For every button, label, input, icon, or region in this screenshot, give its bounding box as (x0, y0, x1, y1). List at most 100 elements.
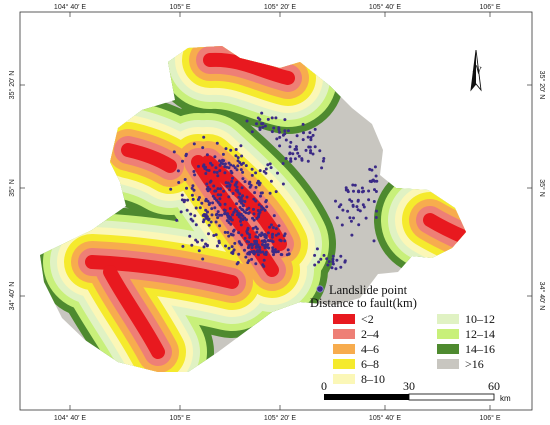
landslide-point (346, 209, 350, 213)
landslide-point (319, 257, 323, 261)
lon-label-top: 104° 40′ E (54, 3, 86, 11)
landslide-point (360, 186, 364, 190)
landslide-point (352, 216, 355, 220)
landslide-point (320, 166, 324, 170)
landslide-point (176, 169, 180, 173)
landslide-point (231, 252, 235, 255)
landslide-point (172, 150, 176, 154)
landslide-point (214, 166, 218, 170)
landslide-point (331, 257, 335, 261)
fault-buffer-band (203, 52, 295, 85)
landslide-point (190, 243, 194, 247)
landslide-point (217, 239, 221, 243)
landslide-point (201, 146, 205, 150)
landslide-point (257, 183, 261, 187)
landslide-point (207, 223, 211, 227)
landslide-point (180, 193, 184, 197)
landslide-point (311, 152, 315, 156)
landslide-point (351, 203, 355, 207)
landslide-point (346, 190, 350, 194)
landslide-point (264, 167, 268, 171)
scale-bar: 0 30 60 km (321, 379, 511, 403)
landslide-point (258, 210, 262, 214)
landslide-point (356, 198, 360, 202)
legend-class-label: 4–6 (361, 342, 379, 356)
landslide-point (254, 199, 258, 203)
landslide-point (289, 159, 293, 163)
landslide-point (356, 208, 360, 212)
landslide-point (339, 265, 343, 269)
landslide-point (272, 253, 275, 257)
landslide-point (255, 122, 258, 126)
landslide-point (204, 213, 208, 217)
landslide-point (184, 152, 188, 156)
landslide-point (197, 164, 200, 168)
landslide-point (248, 185, 252, 189)
landslide-point (247, 245, 251, 249)
landslide-point (340, 223, 344, 227)
landslide-point (284, 157, 288, 160)
landslide-point (186, 198, 190, 202)
landslide-point (270, 130, 274, 134)
landslide-point (227, 234, 231, 238)
landslide-point (243, 180, 247, 184)
landslide-point (295, 147, 299, 151)
landslide-point (256, 243, 260, 247)
landslide-point (321, 159, 325, 163)
landslide-point (202, 163, 206, 167)
lat-label-right: 35° N (538, 179, 546, 197)
landslide-point (306, 135, 310, 139)
landslide-point (243, 210, 246, 214)
landslide-point (261, 122, 265, 126)
landslide-point (255, 216, 259, 220)
landslide-point (264, 250, 268, 254)
landslide-point (296, 151, 300, 155)
legend-swatch (437, 329, 459, 339)
legend-point-label: Landslide point (329, 283, 408, 297)
landslide-point (219, 193, 223, 197)
landslide-point (238, 192, 242, 196)
landslide-point (233, 241, 237, 245)
landslide-point (348, 198, 352, 202)
landslide-point (201, 220, 205, 224)
landslide-point (283, 118, 287, 122)
landslide-point (258, 128, 262, 131)
landslide-point (262, 264, 266, 268)
landslide-point (223, 165, 227, 168)
landslide-point (183, 198, 187, 202)
landslide-point (193, 173, 197, 177)
landslide-point (223, 230, 227, 234)
landslide-point (331, 262, 335, 266)
landslide-point (198, 206, 202, 210)
landslide-point (248, 233, 252, 237)
landslide-point (190, 186, 194, 190)
landslide-point (212, 170, 216, 174)
lat-label-left: 35° 20′ N (8, 71, 16, 100)
landslide-point (309, 151, 312, 155)
landslide-point (247, 259, 251, 263)
landslide-point (250, 130, 254, 134)
landslide-point (231, 192, 235, 195)
legend-class-label: 2–4 (361, 327, 379, 341)
north-arrow-icon: N (470, 49, 483, 92)
lat-label-left: 35° N (8, 179, 16, 197)
lon-label-bottom: 106° E (479, 414, 500, 422)
landslide-point (245, 218, 248, 222)
landslide-point (214, 233, 218, 237)
landslide-point (259, 194, 262, 198)
landslide-point (185, 208, 189, 212)
landslide-point (264, 200, 268, 204)
landslide-point (229, 222, 233, 226)
landslide-point (223, 202, 227, 206)
landslide-point (272, 250, 276, 254)
landslide-point (223, 209, 227, 212)
landslide-point (264, 234, 268, 238)
landslide-point (352, 189, 355, 193)
fault-buffer-band (85, 255, 239, 289)
landslide-point (241, 194, 245, 198)
landslide-point (196, 240, 199, 244)
landslide-point (193, 214, 197, 218)
landslide-point (245, 119, 249, 123)
lon-label-top: 105° E (169, 3, 190, 11)
landslide-point (341, 208, 345, 212)
